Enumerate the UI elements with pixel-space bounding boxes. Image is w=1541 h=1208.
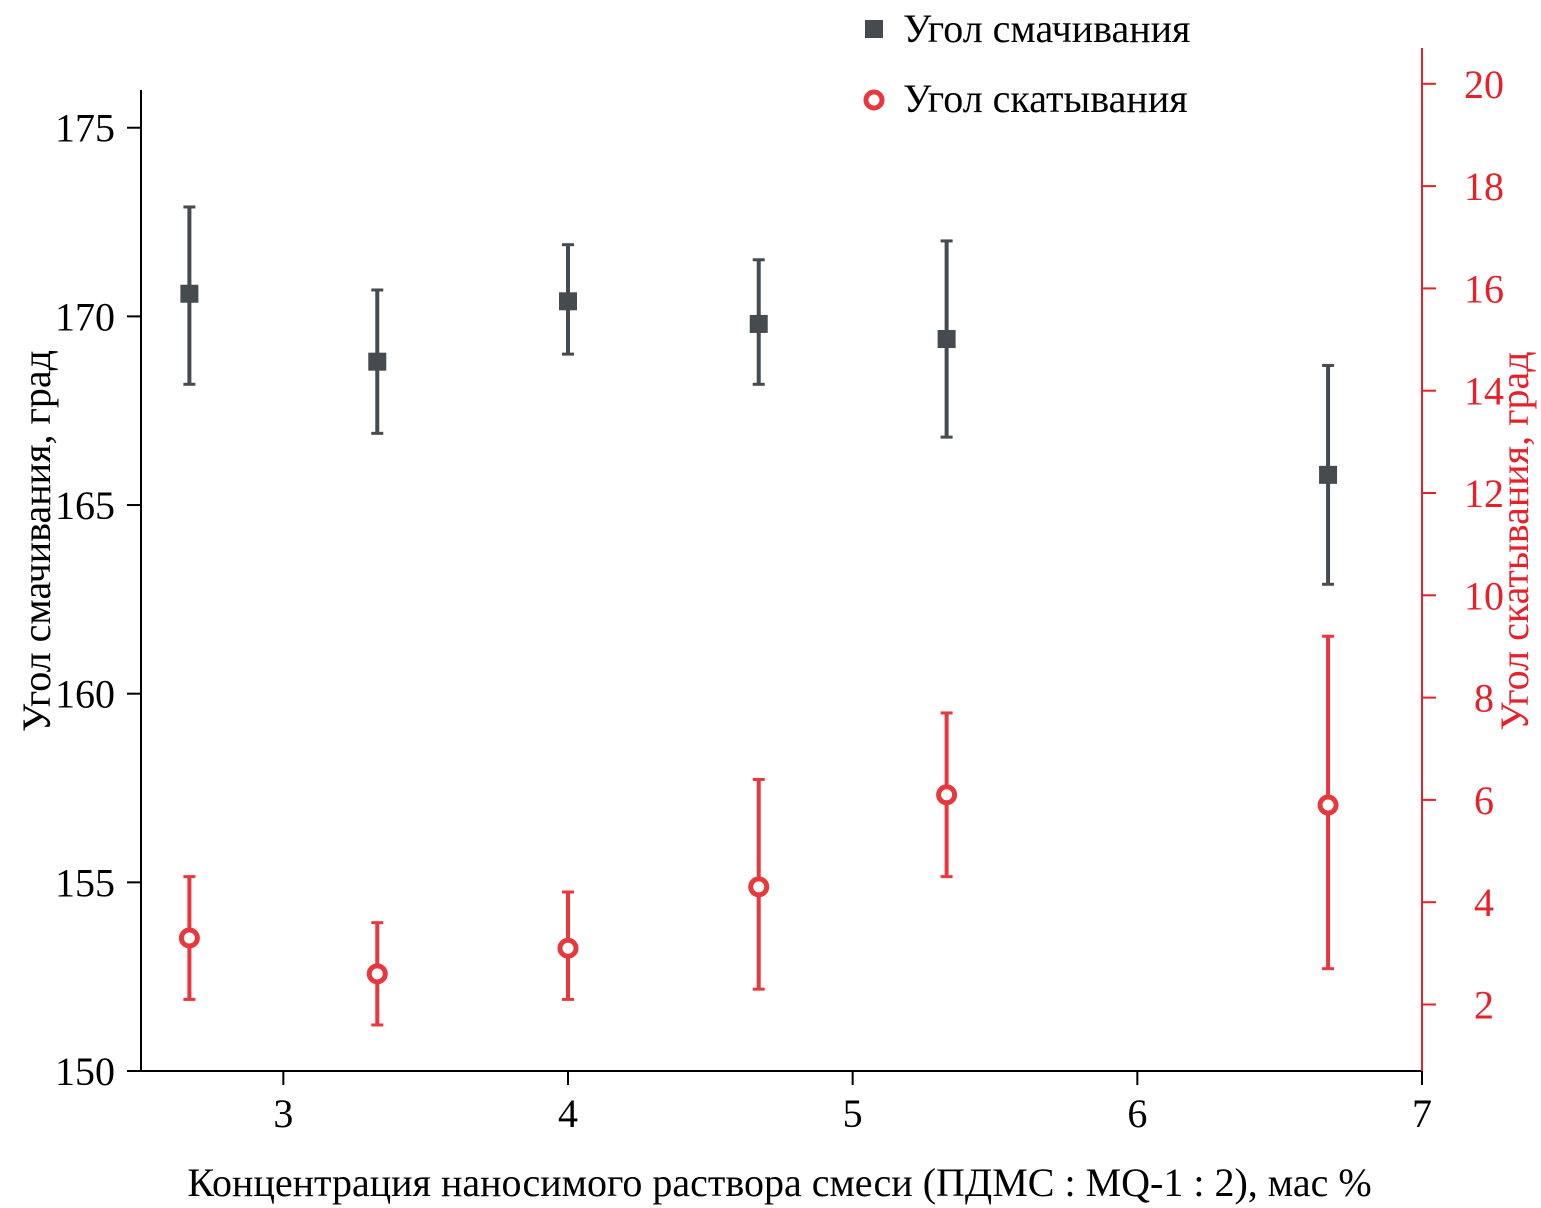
x-tick-label: 4	[558, 1091, 578, 1136]
legend-marker-rolling	[863, 89, 885, 111]
y2-tick-label: 8	[1474, 676, 1494, 721]
data-point-wetting	[749, 314, 768, 333]
legend: Угол смачивания Угол скатывания	[863, 6, 1190, 121]
y-tick-label: 175	[55, 106, 115, 151]
x-axis-title: Концентрация наносимого раствора смеси (…	[187, 1160, 1371, 1205]
x-tick-label: 3	[273, 1091, 293, 1136]
y2-tick-label: 2	[1474, 983, 1494, 1028]
x-tick-label: 5	[843, 1091, 863, 1136]
y2-tick-label: 12	[1464, 471, 1504, 516]
data-point-rolling	[557, 937, 579, 959]
series-layer	[178, 205, 1339, 1027]
data-point-wetting	[559, 292, 577, 311]
y2-tick-label: 6	[1474, 778, 1494, 823]
ticks-layer: 3 4 5 6 7 150 155 160 165 170 175 2 4 6 8 10 12 14 16 18 20	[55, 62, 1504, 1136]
data-point-wetting	[180, 284, 199, 303]
data-point-rolling	[1317, 794, 1339, 816]
x-tick-label: 7	[1412, 1091, 1432, 1136]
data-point-wetting	[937, 330, 956, 349]
legend-label-wetting: Угол смачивания	[903, 6, 1190, 51]
legend-label-rolling: Угол скатывания	[903, 76, 1188, 121]
y-tick-label: 160	[55, 672, 115, 717]
y-tick-label: 150	[55, 1049, 115, 1094]
y-tick-label: 170	[55, 294, 115, 339]
legend-marker-wetting	[865, 20, 883, 38]
y2-tick-label: 18	[1464, 164, 1504, 209]
y2-tick-label: 14	[1464, 369, 1504, 414]
data-point-wetting	[368, 352, 387, 371]
y-tick-label: 155	[55, 860, 115, 905]
data-point-rolling	[178, 927, 200, 949]
data-point-rolling	[748, 876, 770, 898]
y2-tick-label: 10	[1464, 573, 1504, 618]
data-point-rolling	[936, 784, 958, 806]
y-axis-left-title: Угол смачивания, град	[14, 350, 59, 732]
data-point-wetting	[1319, 465, 1338, 484]
y-axis-right-title: Угол скатывания, град	[1492, 351, 1537, 730]
x-tick-label: 6	[1127, 1091, 1147, 1136]
y2-tick-label: 4	[1474, 880, 1494, 925]
y2-tick-label: 20	[1464, 62, 1504, 107]
y-tick-label: 165	[55, 483, 115, 528]
data-point-rolling	[366, 963, 388, 985]
y2-tick-label: 16	[1464, 266, 1504, 311]
axes-layer	[140, 48, 1423, 1072]
